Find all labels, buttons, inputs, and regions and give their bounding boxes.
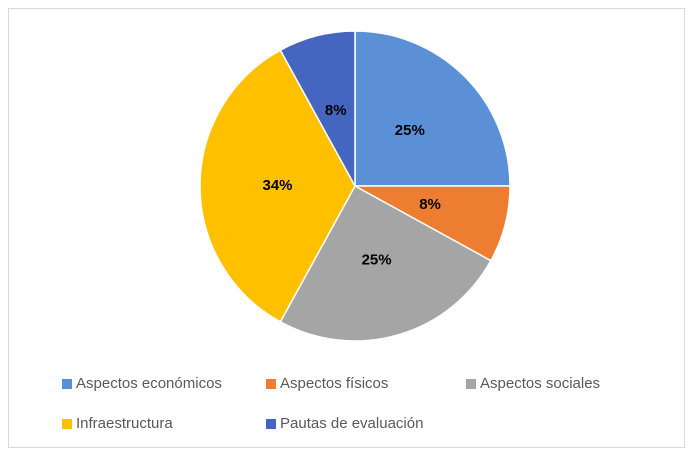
legend-label: Aspectos sociales	[480, 375, 600, 392]
data-label: 34%	[262, 177, 292, 194]
pie-slice	[354, 30, 511, 187]
data-label: 25%	[395, 122, 425, 139]
legend-label: Aspectos físicos	[280, 375, 388, 392]
legend-swatch	[266, 419, 276, 429]
pie-slice	[279, 30, 356, 187]
legend-label: Infraestructura	[76, 415, 173, 432]
data-label: 8%	[325, 102, 347, 119]
legend-swatch	[466, 379, 476, 389]
legend-label: Aspectos económicos	[76, 375, 222, 392]
pie-slice	[279, 184, 492, 342]
legend-swatch	[62, 379, 72, 389]
pie-slice	[199, 49, 356, 323]
legend-swatch	[266, 379, 276, 389]
data-label: 8%	[419, 196, 441, 213]
data-label: 25%	[362, 251, 392, 268]
legend-swatch	[62, 419, 72, 429]
legend-label: Pautas de evaluación	[280, 415, 423, 432]
